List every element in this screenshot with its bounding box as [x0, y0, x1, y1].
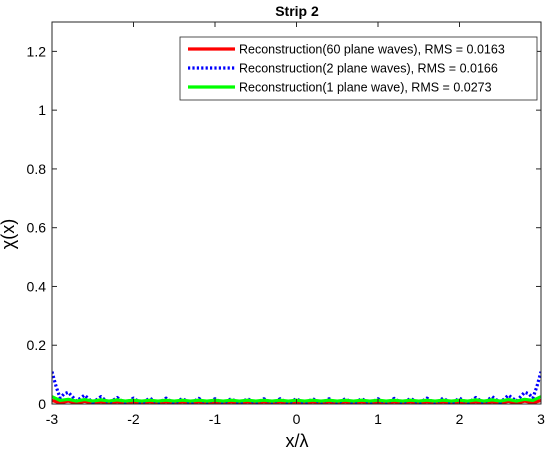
- x-tick-label: -3: [46, 411, 59, 427]
- x-tick-label: -2: [127, 411, 140, 427]
- x-axis-title: x/λ: [285, 431, 308, 451]
- legend-box: [179, 36, 538, 101]
- legend-label-3: Reconstruction(1 plane wave), RMS = 0.02…: [239, 81, 492, 95]
- y-tick-label: 0.2: [27, 337, 47, 353]
- y-tick-label: 1: [38, 102, 46, 118]
- y-tick-label: 0.6: [27, 220, 47, 236]
- y-tick-label: 0.8: [27, 161, 47, 177]
- x-tick-label: -1: [209, 411, 222, 427]
- y-axis-title: χ(x): [0, 219, 18, 249]
- y-tick-label: 1.2: [27, 43, 47, 59]
- x-tick-label: 0: [293, 411, 301, 427]
- x-tick-label: 1: [374, 411, 382, 427]
- legend-label-2: Reconstruction(2 plane waves), RMS = 0.0…: [239, 62, 498, 76]
- x-tick-label: 2: [456, 411, 464, 427]
- y-tick-label: 0.4: [27, 278, 47, 294]
- chart-title: Strip 2: [275, 3, 319, 19]
- y-tick-label: 0: [38, 396, 46, 412]
- x-tick-label: 3: [537, 411, 545, 427]
- legend: Reconstruction(60 plane waves), RMS = 0.…: [179, 36, 538, 101]
- legend-label-1: Reconstruction(60 plane waves), RMS = 0.…: [239, 43, 505, 57]
